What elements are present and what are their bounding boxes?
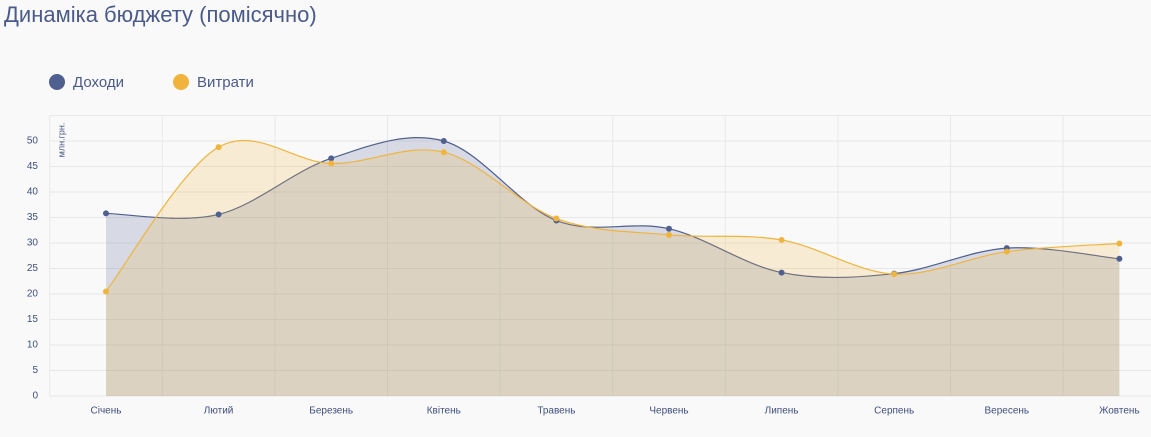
y-tick-label: 30 <box>27 238 39 249</box>
x-tick-label: Квітень <box>427 406 461 417</box>
y-tick-label: 20 <box>27 289 39 300</box>
y-tick-label: 45 <box>27 161 39 172</box>
data-point <box>666 225 672 232</box>
y-tick-label: 0 <box>32 391 38 402</box>
area-fill <box>106 140 1120 396</box>
y-tick-label: 10 <box>27 340 39 351</box>
data-point <box>1116 255 1123 262</box>
x-tick-label: Травень <box>537 406 575 417</box>
data-point <box>553 215 560 222</box>
data-point <box>328 160 335 167</box>
data-point <box>778 236 785 243</box>
y-axis-label: млн.грн. <box>56 123 66 158</box>
x-tick-label: Лютий <box>204 406 234 417</box>
series-line <box>105 137 1120 279</box>
data-point <box>103 288 109 295</box>
data-point <box>440 138 447 144</box>
legend-label: Витрати <box>197 74 254 91</box>
data-point <box>328 155 335 162</box>
data-point <box>215 144 222 151</box>
legend-marker <box>173 74 189 90</box>
data-point <box>891 271 898 278</box>
x-tick-label: Червень <box>649 406 688 417</box>
x-tick-label: Січень <box>91 406 122 417</box>
y-tick-label: 50 <box>27 136 39 147</box>
y-tick-label: 35 <box>27 212 39 223</box>
x-tick-label: Вересень <box>984 406 1029 417</box>
x-tick-label: Березень <box>309 406 353 417</box>
chart-title: Динаміка бюджету (помісячно) <box>4 2 317 27</box>
area-fill <box>106 137 1120 396</box>
x-tick-label: Липень <box>765 406 799 417</box>
data-point <box>778 269 785 276</box>
data-point <box>1003 248 1010 255</box>
y-tick-label: 40 <box>27 187 39 198</box>
data-point <box>1116 240 1123 247</box>
x-tick-label: Серпень <box>874 406 914 417</box>
y-tick-label: 5 <box>32 365 38 376</box>
series-line <box>105 139 1120 292</box>
data-point <box>666 231 672 238</box>
x-tick-label: Жовтень <box>1099 406 1140 417</box>
legend-marker <box>49 74 65 90</box>
y-tick-label: 15 <box>27 314 39 325</box>
y-tick-label: 25 <box>27 263 39 274</box>
legend-label: Доходи <box>73 74 124 91</box>
data-point <box>440 149 447 156</box>
data-point <box>215 211 222 218</box>
data-point <box>103 210 109 217</box>
